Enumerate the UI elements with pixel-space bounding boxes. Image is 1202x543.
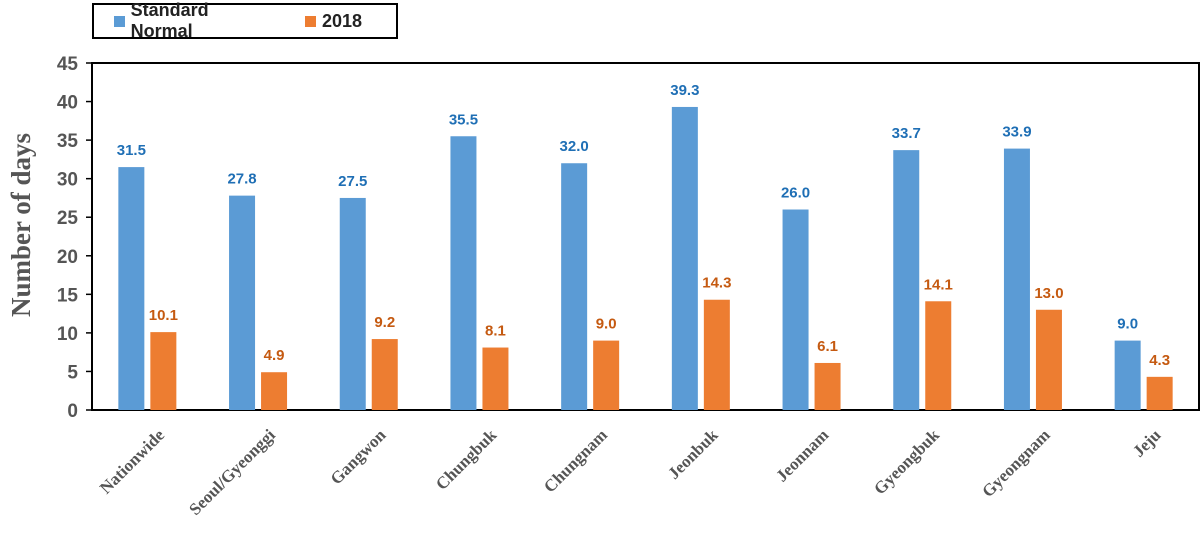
y-tick-label: 5: [67, 362, 78, 383]
x-tick-label: Gyeongnam: [978, 425, 1054, 501]
data-label-2018: 8.1: [485, 323, 506, 340]
y-tick-label: 10: [57, 324, 78, 345]
data-label-standard-normal: 26.0: [781, 185, 810, 202]
bar-2018: [814, 362, 841, 410]
bar-standard-normal: [561, 163, 588, 410]
bar-standard-normal: [893, 150, 920, 410]
legend-label-standard-normal: Standard Normal: [130, 0, 209, 41]
data-label-standard-normal: 31.5: [117, 142, 146, 159]
data-label-2018: 6.1: [817, 338, 838, 355]
data-label-standard-normal: 35.5: [449, 111, 478, 128]
y-tick-label: 35: [57, 131, 79, 152]
data-label-2018: 4.9: [264, 347, 285, 364]
y-axis-label: Number of days: [6, 132, 36, 318]
bar-standard-normal: [1114, 340, 1141, 410]
data-label-2018: 9.2: [374, 314, 395, 331]
legend-swatch-standard-normal: [114, 15, 125, 27]
data-label-2018: 4.3: [1149, 352, 1170, 369]
bar-standard-normal: [339, 197, 366, 410]
legend: Standard Normal 2018: [92, 0, 398, 42]
bar-standard-normal: [118, 167, 145, 410]
y-tick-label: 20: [57, 247, 78, 268]
data-label-standard-normal: 33.7: [892, 125, 921, 142]
bar-2018: [150, 332, 177, 410]
y-tick-label: 30: [57, 170, 78, 191]
bar-2018: [1035, 309, 1062, 410]
bar-2018: [371, 339, 398, 410]
data-label-2018: 9.0: [596, 316, 617, 333]
bar-standard-normal: [1003, 148, 1030, 411]
x-axis-labels: Nationwide Seoul/Gyeonggi Gangwon Chungbuk C…: [96, 425, 1165, 519]
x-tick-label: Seoul/Gyeonggi: [185, 425, 279, 519]
data-label-standard-normal: 27.5: [338, 173, 367, 190]
bar-standard-normal: [782, 209, 809, 410]
data-label-standard-normal: 27.8: [227, 171, 256, 188]
y-tick-label: 0: [67, 401, 78, 422]
x-tick-label: Jeju: [1129, 425, 1164, 460]
y-tick-label: 45: [57, 54, 79, 75]
x-tick-label: Nationwide: [96, 425, 169, 498]
bar-standard-normal: [671, 106, 698, 410]
data-label-standard-normal: 32.0: [560, 138, 589, 155]
x-tick-label: Chungbuk: [432, 425, 501, 494]
x-tick-label: Gyeongbuk: [870, 425, 943, 498]
bar-standard-normal: [450, 136, 477, 410]
y-axis-ticks: 0 5 10 15 20 25 30 35 40 45: [57, 54, 92, 422]
y-tick-label: 15: [57, 285, 79, 306]
y-tick-label: 25: [57, 208, 79, 229]
legend-swatch-2018: [304, 15, 316, 27]
bar-2018: [261, 372, 288, 410]
x-tick-label: Jeonnam: [772, 425, 832, 485]
bars-group: 31.5 10.1 27.8 4.9 27.5 9.2 35.5 8.1 32.0 9.0 39.3…: [117, 82, 1173, 411]
legend-label-2018: 2018: [321, 10, 362, 31]
bar-2018: [925, 301, 952, 410]
data-label-2018: 10.1: [149, 307, 178, 324]
bar-2018: [1146, 376, 1173, 410]
bar-2018: [482, 347, 509, 410]
data-label-standard-normal: 33.9: [1002, 124, 1031, 141]
data-label-standard-normal: 9.0: [1117, 316, 1138, 333]
x-tick-label: Gangwon: [327, 425, 390, 488]
legend-item-2018: 2018: [304, 10, 362, 32]
bar-2018: [593, 340, 620, 410]
x-tick-label: Chungnam: [540, 425, 611, 496]
data-label-2018: 14.1: [924, 276, 953, 293]
bar-standard-normal: [229, 195, 256, 410]
legend-item-standard-normal: Standard Normal: [114, 0, 271, 42]
x-tick-label: Jeonbuk: [664, 425, 722, 483]
data-label-2018: 13.0: [1034, 285, 1063, 302]
bar-2018: [703, 299, 730, 410]
data-label-standard-normal: 39.3: [670, 82, 699, 99]
y-tick-label: 40: [57, 93, 78, 114]
plot-area-frame: [91, 62, 1200, 411]
data-label-2018: 14.3: [702, 275, 731, 292]
